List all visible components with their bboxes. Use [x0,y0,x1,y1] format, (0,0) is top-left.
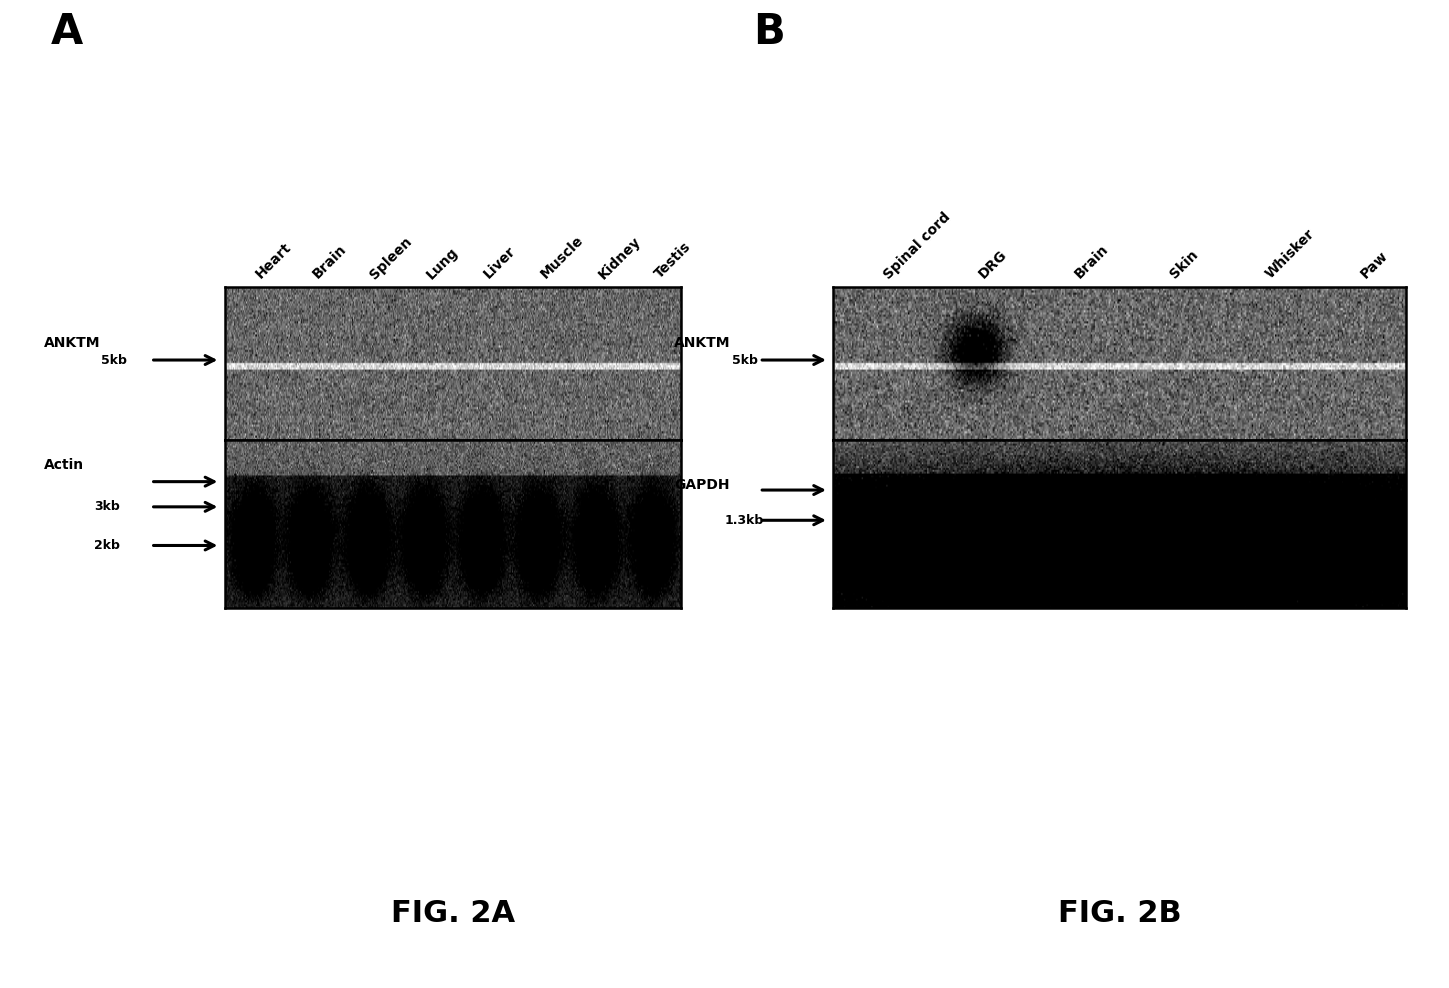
Text: 2kb: 2kb [94,539,120,552]
Text: Paw: Paw [1358,249,1391,282]
Text: A: A [51,12,83,53]
Text: Kidney: Kidney [596,234,643,282]
Text: Liver: Liver [481,244,519,282]
Text: Skin: Skin [1166,248,1201,282]
Text: FIG. 2A: FIG. 2A [391,899,514,929]
Text: 5kb: 5kb [732,354,758,367]
Text: 5kb: 5kb [101,354,128,367]
Text: B: B [753,12,785,53]
Text: ANKTM: ANKTM [43,336,100,350]
Text: ANKTM: ANKTM [674,336,730,350]
Text: GAPDH: GAPDH [674,478,729,492]
Text: DRG: DRG [977,248,1010,282]
Text: Heart: Heart [254,240,294,282]
Text: Whisker: Whisker [1262,227,1317,282]
Text: 1.3kb: 1.3kb [724,514,764,527]
Text: Testis: Testis [652,240,694,282]
Text: Brain: Brain [310,242,349,282]
Text: 3kb: 3kb [94,500,120,514]
Text: Spinal cord: Spinal cord [881,209,953,282]
Text: Lung: Lung [425,244,461,282]
Text: Brain: Brain [1072,242,1111,282]
Text: Muscle: Muscle [539,233,587,282]
Text: Actin: Actin [43,457,84,472]
Text: Spleen: Spleen [367,234,414,282]
Text: FIG. 2B: FIG. 2B [1058,899,1181,929]
